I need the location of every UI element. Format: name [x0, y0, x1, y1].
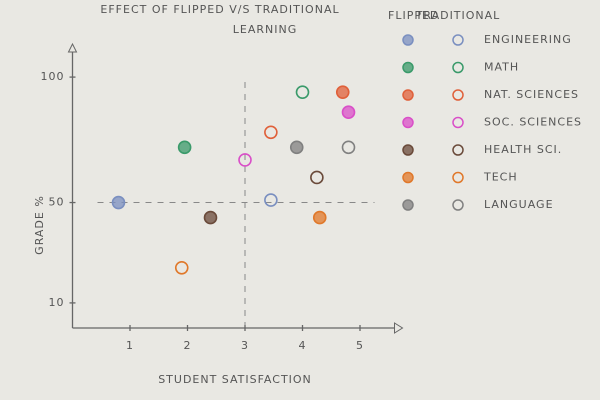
- scatter-point: [174, 260, 189, 275]
- legend-marker: [452, 34, 464, 46]
- legend-label: HEALTH SCI.: [484, 143, 562, 156]
- legend-marker: [402, 171, 414, 184]
- legend-marker: [452, 199, 464, 211]
- legend-header: FLIPPED: [388, 9, 439, 22]
- scatter-point: [341, 140, 356, 155]
- x-tick-label: 2: [184, 339, 192, 352]
- y-axis-arrow: [67, 42, 78, 53]
- legend-label: MATH: [484, 61, 519, 74]
- scatter-point: [111, 195, 126, 210]
- legend-header: TRADITIONAL: [415, 9, 501, 22]
- scatter-point: [203, 210, 218, 225]
- scatter-point: [310, 170, 324, 185]
- scatter-point: [335, 85, 350, 99]
- legend-marker: [452, 171, 464, 184]
- legend-marker: [452, 116, 464, 129]
- scatter-point: [238, 153, 252, 167]
- x-tick-label: 5: [356, 339, 364, 352]
- legend-marker: [402, 89, 414, 101]
- legend-marker: [402, 116, 414, 129]
- x-tick-label: 3: [241, 339, 249, 352]
- legend-label: NAT. SCIENCES: [484, 88, 579, 101]
- x-tick-label: 4: [299, 339, 307, 352]
- legend-marker: [402, 199, 414, 211]
- legend-marker: [452, 144, 464, 156]
- legend-marker: [452, 89, 464, 101]
- legend-label: ENGINEERING: [484, 33, 572, 46]
- scatter-point: [264, 125, 278, 140]
- scatter-point: [295, 85, 310, 99]
- legend-label: SOC. SCIENCES: [484, 116, 582, 129]
- x-axis-label: STUDENT SATISFACTION: [158, 373, 312, 386]
- x-axis-arrow: [394, 322, 404, 334]
- x-tick-label: 1: [126, 339, 134, 352]
- legend-marker: [452, 61, 464, 74]
- scatter-point: [177, 140, 192, 155]
- chart-title: LEARNING: [233, 23, 297, 36]
- y-tick-label: 10: [49, 296, 65, 309]
- scatter-point: [289, 140, 304, 155]
- legend-label: TECH: [483, 171, 518, 184]
- y-tick-label: 100: [41, 70, 65, 83]
- legend-marker: [402, 61, 414, 74]
- legend-label: LANGUAGE: [484, 198, 554, 211]
- scatter-point: [312, 210, 327, 225]
- chart-title: EFFECT OF FLIPPED V/S TRADITIONAL: [100, 3, 339, 16]
- scatter-point: [341, 105, 356, 120]
- legend-marker: [402, 144, 414, 156]
- y-axis-label: GRADE %: [33, 195, 46, 255]
- scatter-point: [264, 193, 278, 207]
- legend-marker: [402, 34, 414, 46]
- y-tick-label: 50: [49, 196, 65, 209]
